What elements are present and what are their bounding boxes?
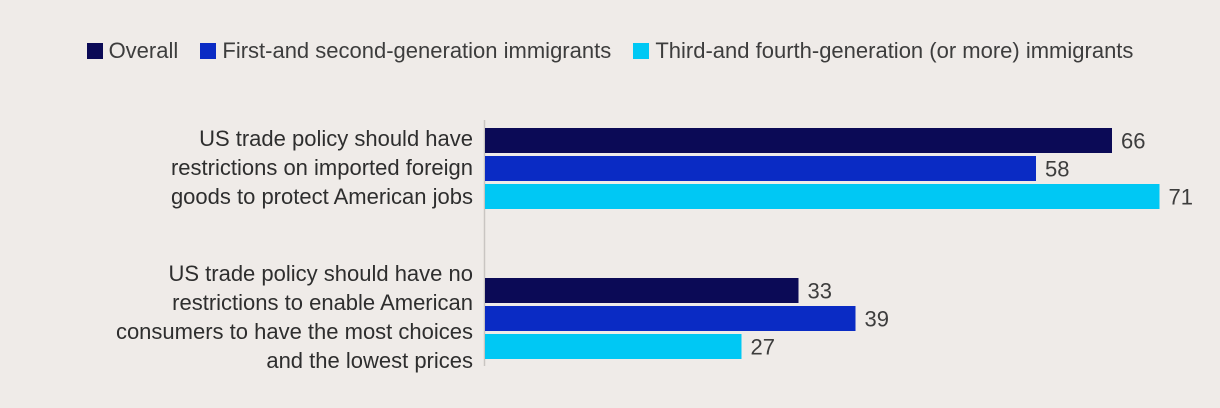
legend-label-overall: Overall [108, 38, 179, 63]
data-label-cat1-series1: 39 [865, 307, 889, 332]
legend-label-third-fourth-generation: Third-and fourth-generation (or more) im… [655, 38, 1134, 63]
category-label-1: US trade policy should have no restricti… [116, 259, 473, 375]
category-label-0-line-0: US trade policy should have [199, 126, 473, 151]
category-label-0-line-2: goods to protect American jobs [170, 184, 473, 209]
chart-legend: Overall First-and second-generation immi… [0, 33, 1220, 69]
data-label-cat0-series1: 58 [1045, 157, 1069, 182]
legend-swatch-first-second-generation [200, 43, 217, 59]
bar-cat0-series0 [485, 128, 1112, 153]
data-label-cat1-series2: 27 [751, 335, 775, 360]
bar-cat1-series2 [485, 334, 742, 359]
category-label-1-line-2: consumers to have the most choices [115, 319, 473, 344]
category-label-1-line-0: US trade policy should have no [168, 261, 473, 286]
legend-item-third-fourth-generation: Third-and fourth-generation (or more) im… [633, 33, 1133, 69]
category-label-1-line-1: restrictions to enable American [172, 290, 473, 315]
category-label-1-line-3: and the lowest prices [266, 348, 473, 373]
legend-swatch-overall [86, 43, 103, 59]
legend-label-first-second-generation: First-and second-generation immigrants [222, 38, 612, 63]
legend-swatch-third-fourth-generation [633, 43, 650, 59]
data-label-cat0-series0: 66 [1121, 129, 1145, 154]
legend-item-overall: Overall [86, 33, 179, 69]
category-label-0-line-1: restrictions on imported foreign [170, 155, 473, 180]
bar-cat0-series1 [485, 156, 1036, 181]
data-label-cat1-series0: 33 [808, 279, 832, 304]
bar-cat1-series1 [485, 306, 856, 331]
legend-item-first-second-generation: First-and second-generation immigrants [200, 33, 611, 69]
bar-cat1-series0 [485, 278, 799, 303]
category-label-0: US trade policy should have restrictions… [171, 124, 473, 211]
data-label-cat0-series2: 71 [1169, 185, 1193, 210]
bar-cat0-series2 [485, 184, 1160, 209]
